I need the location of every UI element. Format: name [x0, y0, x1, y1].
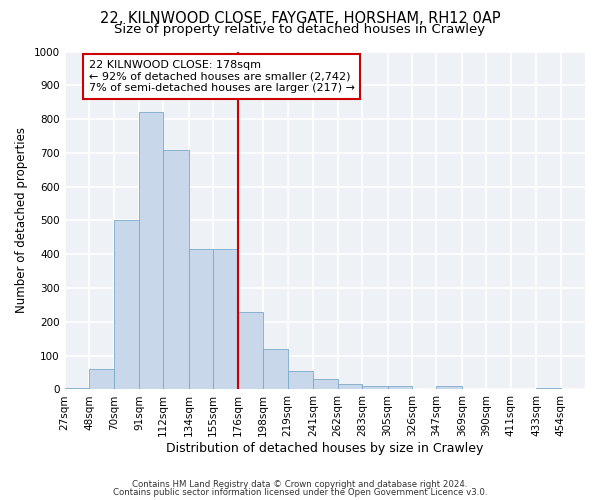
Bar	[263, 349, 287, 390]
Bar	[338, 384, 362, 390]
Bar	[65, 388, 89, 390]
Bar	[163, 150, 189, 390]
Text: 22, KILNWOOD CLOSE, FAYGATE, HORSHAM, RH12 0AP: 22, KILNWOOD CLOSE, FAYGATE, HORSHAM, RH…	[100, 11, 500, 26]
Text: 22 KILNWOOD CLOSE: 178sqm
← 92% of detached houses are smaller (2,742)
7% of sem: 22 KILNWOOD CLOSE: 178sqm ← 92% of detac…	[89, 60, 355, 93]
Bar	[115, 220, 139, 390]
Text: Contains HM Land Registry data © Crown copyright and database right 2024.: Contains HM Land Registry data © Crown c…	[132, 480, 468, 489]
Bar	[213, 249, 238, 390]
Text: Size of property relative to detached houses in Crawley: Size of property relative to detached ho…	[115, 22, 485, 36]
Bar	[189, 249, 213, 390]
Y-axis label: Number of detached properties: Number of detached properties	[15, 128, 28, 314]
Bar	[436, 386, 462, 390]
Bar	[536, 388, 560, 390]
Text: Contains public sector information licensed under the Open Government Licence v3: Contains public sector information licen…	[113, 488, 487, 497]
Bar	[139, 112, 163, 390]
Bar	[287, 371, 313, 390]
Bar	[362, 386, 388, 390]
Bar	[89, 369, 115, 390]
X-axis label: Distribution of detached houses by size in Crawley: Distribution of detached houses by size …	[166, 442, 484, 455]
Bar	[238, 312, 263, 390]
Bar	[313, 380, 338, 390]
Bar	[388, 386, 412, 390]
